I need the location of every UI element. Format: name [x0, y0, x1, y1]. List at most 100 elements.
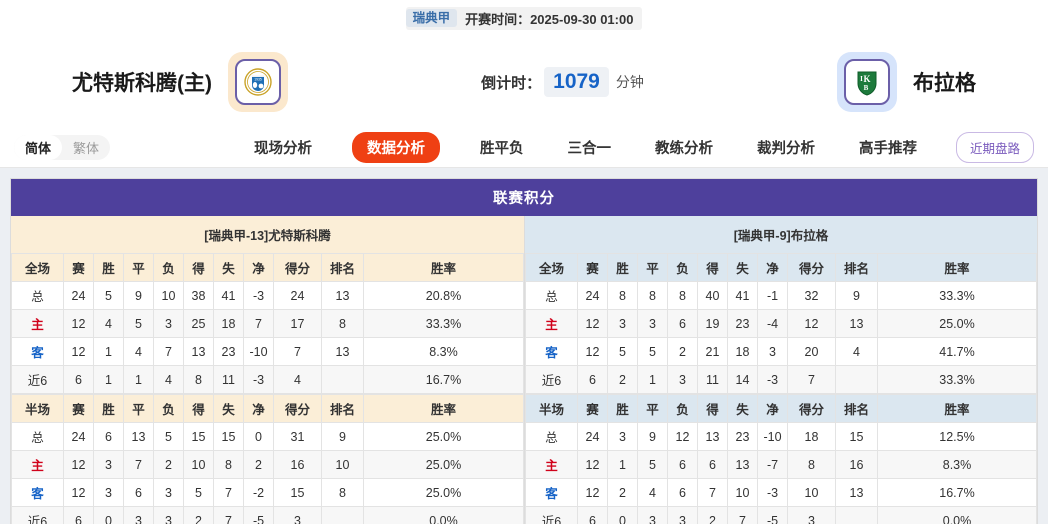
- cell-gf: 8: [183, 365, 214, 394]
- svg-text:1935: 1935: [254, 78, 262, 82]
- kickoff-time-label: 开赛时间：2025-09-30 01:00: [465, 11, 634, 27]
- cell-points: 3: [273, 506, 322, 524]
- cell-drawn: 8: [637, 281, 668, 310]
- tab-win-draw-loss[interactable]: 胜平负: [480, 141, 524, 157]
- col-gd: 净: [243, 394, 274, 423]
- table-row: 近6 6 1 1 4 8 11 -3 4 16.7%: [11, 365, 524, 394]
- cell-points: 3: [787, 506, 836, 524]
- cell-ga: 23: [213, 337, 244, 366]
- cell-gd: -10: [757, 422, 788, 451]
- cell-lost: 6: [667, 309, 698, 338]
- cell-won: 1: [607, 450, 638, 479]
- cell-won: 0: [607, 506, 638, 524]
- cell-winrate: 25.0%: [877, 309, 1037, 338]
- cell-points: 7: [787, 365, 836, 394]
- cell-played: 12: [577, 450, 608, 479]
- nav-tab-list: 现场分析 数据分析 胜平负 三合一 教练分析 裁判分析 高手推荐: [250, 132, 921, 163]
- cell-played: 6: [63, 506, 94, 524]
- table-row: 总 24 3 9 12 13 23 -10 18 15 12.5%: [525, 422, 1037, 451]
- lang-option-traditional[interactable]: 繁体: [73, 141, 100, 156]
- cell-lost: 2: [667, 337, 698, 366]
- table-row: 客 12 2 4 6 7 10 -3 10 13 16.7%: [525, 478, 1037, 507]
- cell-gd: 3: [757, 337, 788, 366]
- brage-shield-icon: K I B: [844, 59, 890, 105]
- svg-text:I: I: [860, 75, 863, 83]
- home-team-name: 尤特斯科腾(主): [72, 72, 212, 95]
- cell-rank: 13: [321, 281, 364, 310]
- col-scope: 半场: [11, 394, 64, 423]
- cell-rank: 13: [835, 309, 878, 338]
- col-won: 胜: [607, 253, 638, 282]
- cell-winrate: 0.0%: [877, 506, 1037, 524]
- cell-won: 5: [93, 281, 124, 310]
- cell-points: 12: [787, 309, 836, 338]
- cell-gf: 11: [697, 365, 728, 394]
- league-tag[interactable]: 瑞典甲: [405, 8, 458, 28]
- cell-lost: 6: [667, 450, 698, 479]
- cell-played: 24: [63, 281, 94, 310]
- countdown-unit: 分钟: [615, 74, 644, 90]
- table-row: 总 24 8 8 8 40 41 -1 32 9 33.3%: [525, 281, 1037, 310]
- utsiktens-crest-icon: 1935: [235, 59, 281, 105]
- cell-gd: 2: [243, 450, 274, 479]
- col-drawn: 平: [637, 394, 668, 423]
- standings-panes: [瑞典甲-13]尤特斯科腾 全场 赛 胜 平 负 得 失 净 得分 排名: [11, 216, 1037, 524]
- tab-expert-picks[interactable]: 高手推荐: [859, 141, 918, 157]
- cell-won: 3: [607, 422, 638, 451]
- cell-rank: 9: [321, 422, 364, 451]
- cell-played: 6: [577, 365, 608, 394]
- cell-winrate: 16.7%: [363, 365, 524, 394]
- away-team-name: 布拉格: [913, 72, 976, 95]
- cell-points: 24: [273, 281, 322, 310]
- cell-lost: 3: [667, 365, 698, 394]
- cell-rank: 9: [835, 281, 878, 310]
- cell-won: 5: [607, 337, 638, 366]
- home-team-block[interactable]: 尤特斯科腾(主) 1935: [72, 52, 288, 112]
- table-row: 客 12 1 4 7 13 23 -10 7 13 8.3%: [11, 337, 524, 366]
- col-gd: 净: [243, 253, 274, 282]
- tab-data-analysis[interactable]: 数据分析: [352, 132, 441, 163]
- col-played: 赛: [577, 394, 608, 423]
- col-played: 赛: [577, 253, 608, 282]
- cell-rank: 15: [835, 422, 878, 451]
- col-ga: 失: [727, 394, 758, 423]
- tab-coach-analysis[interactable]: 教练分析: [655, 141, 714, 157]
- col-gf: 得: [697, 394, 728, 423]
- league-standings-card: 联赛积分 [瑞典甲-13]尤特斯科腾 全场 赛 胜 平 负 得 失 净: [10, 178, 1038, 524]
- cell-ga: 7: [213, 478, 244, 507]
- cell-drawn: 13: [123, 422, 154, 451]
- recent-odds-button[interactable]: 近期盘路: [955, 132, 1034, 163]
- cell-lost: 3: [153, 506, 184, 524]
- away-fulltime-table: 全场 赛 胜 平 负 得 失 净 得分 排名 胜率 总 24 8: [525, 253, 1037, 394]
- league-kickoff-pill: 瑞典甲 开赛时间：2025-09-30 01:00: [405, 6, 643, 30]
- cell-points: 31: [273, 422, 322, 451]
- home-standings-pane: [瑞典甲-13]尤特斯科腾 全场 赛 胜 平 负 得 失 净 得分 排名: [11, 216, 524, 524]
- cell-points: 32: [787, 281, 836, 310]
- lang-option-simplified[interactable]: 简体: [14, 135, 63, 160]
- cell-gd: 7: [243, 309, 274, 338]
- cell-drawn: 5: [637, 450, 668, 479]
- countdown-label: 倒计时：: [481, 74, 542, 92]
- cell-played: 24: [577, 281, 608, 310]
- cell-lost: 7: [153, 337, 184, 366]
- cell-gd: 0: [243, 422, 274, 451]
- cell-lost: 2: [153, 450, 184, 479]
- away-team-block[interactable]: K I B 布拉格: [837, 52, 976, 112]
- col-ga: 失: [727, 253, 758, 282]
- cell-rank: [321, 506, 364, 524]
- cell-played: 12: [577, 478, 608, 507]
- cell-played: 24: [63, 422, 94, 451]
- top-bar: 瑞典甲 开赛时间：2025-09-30 01:00: [0, 0, 1048, 36]
- col-winrate: 胜率: [363, 253, 524, 282]
- cell-gd: -3: [757, 478, 788, 507]
- countdown-block: 倒计时： 1079 分钟: [288, 67, 837, 97]
- cell-points: 4: [273, 365, 322, 394]
- cell-winrate: 8.3%: [877, 450, 1037, 479]
- cell-ga: 23: [727, 309, 758, 338]
- tab-three-in-one[interactable]: 三合一: [567, 141, 612, 157]
- col-won: 胜: [93, 394, 124, 423]
- cell-won: 3: [607, 309, 638, 338]
- language-toggle[interactable]: 简体 繁体: [14, 135, 111, 160]
- tab-referee-analysis[interactable]: 裁判分析: [757, 141, 816, 157]
- tab-live-analysis[interactable]: 现场分析: [254, 141, 313, 157]
